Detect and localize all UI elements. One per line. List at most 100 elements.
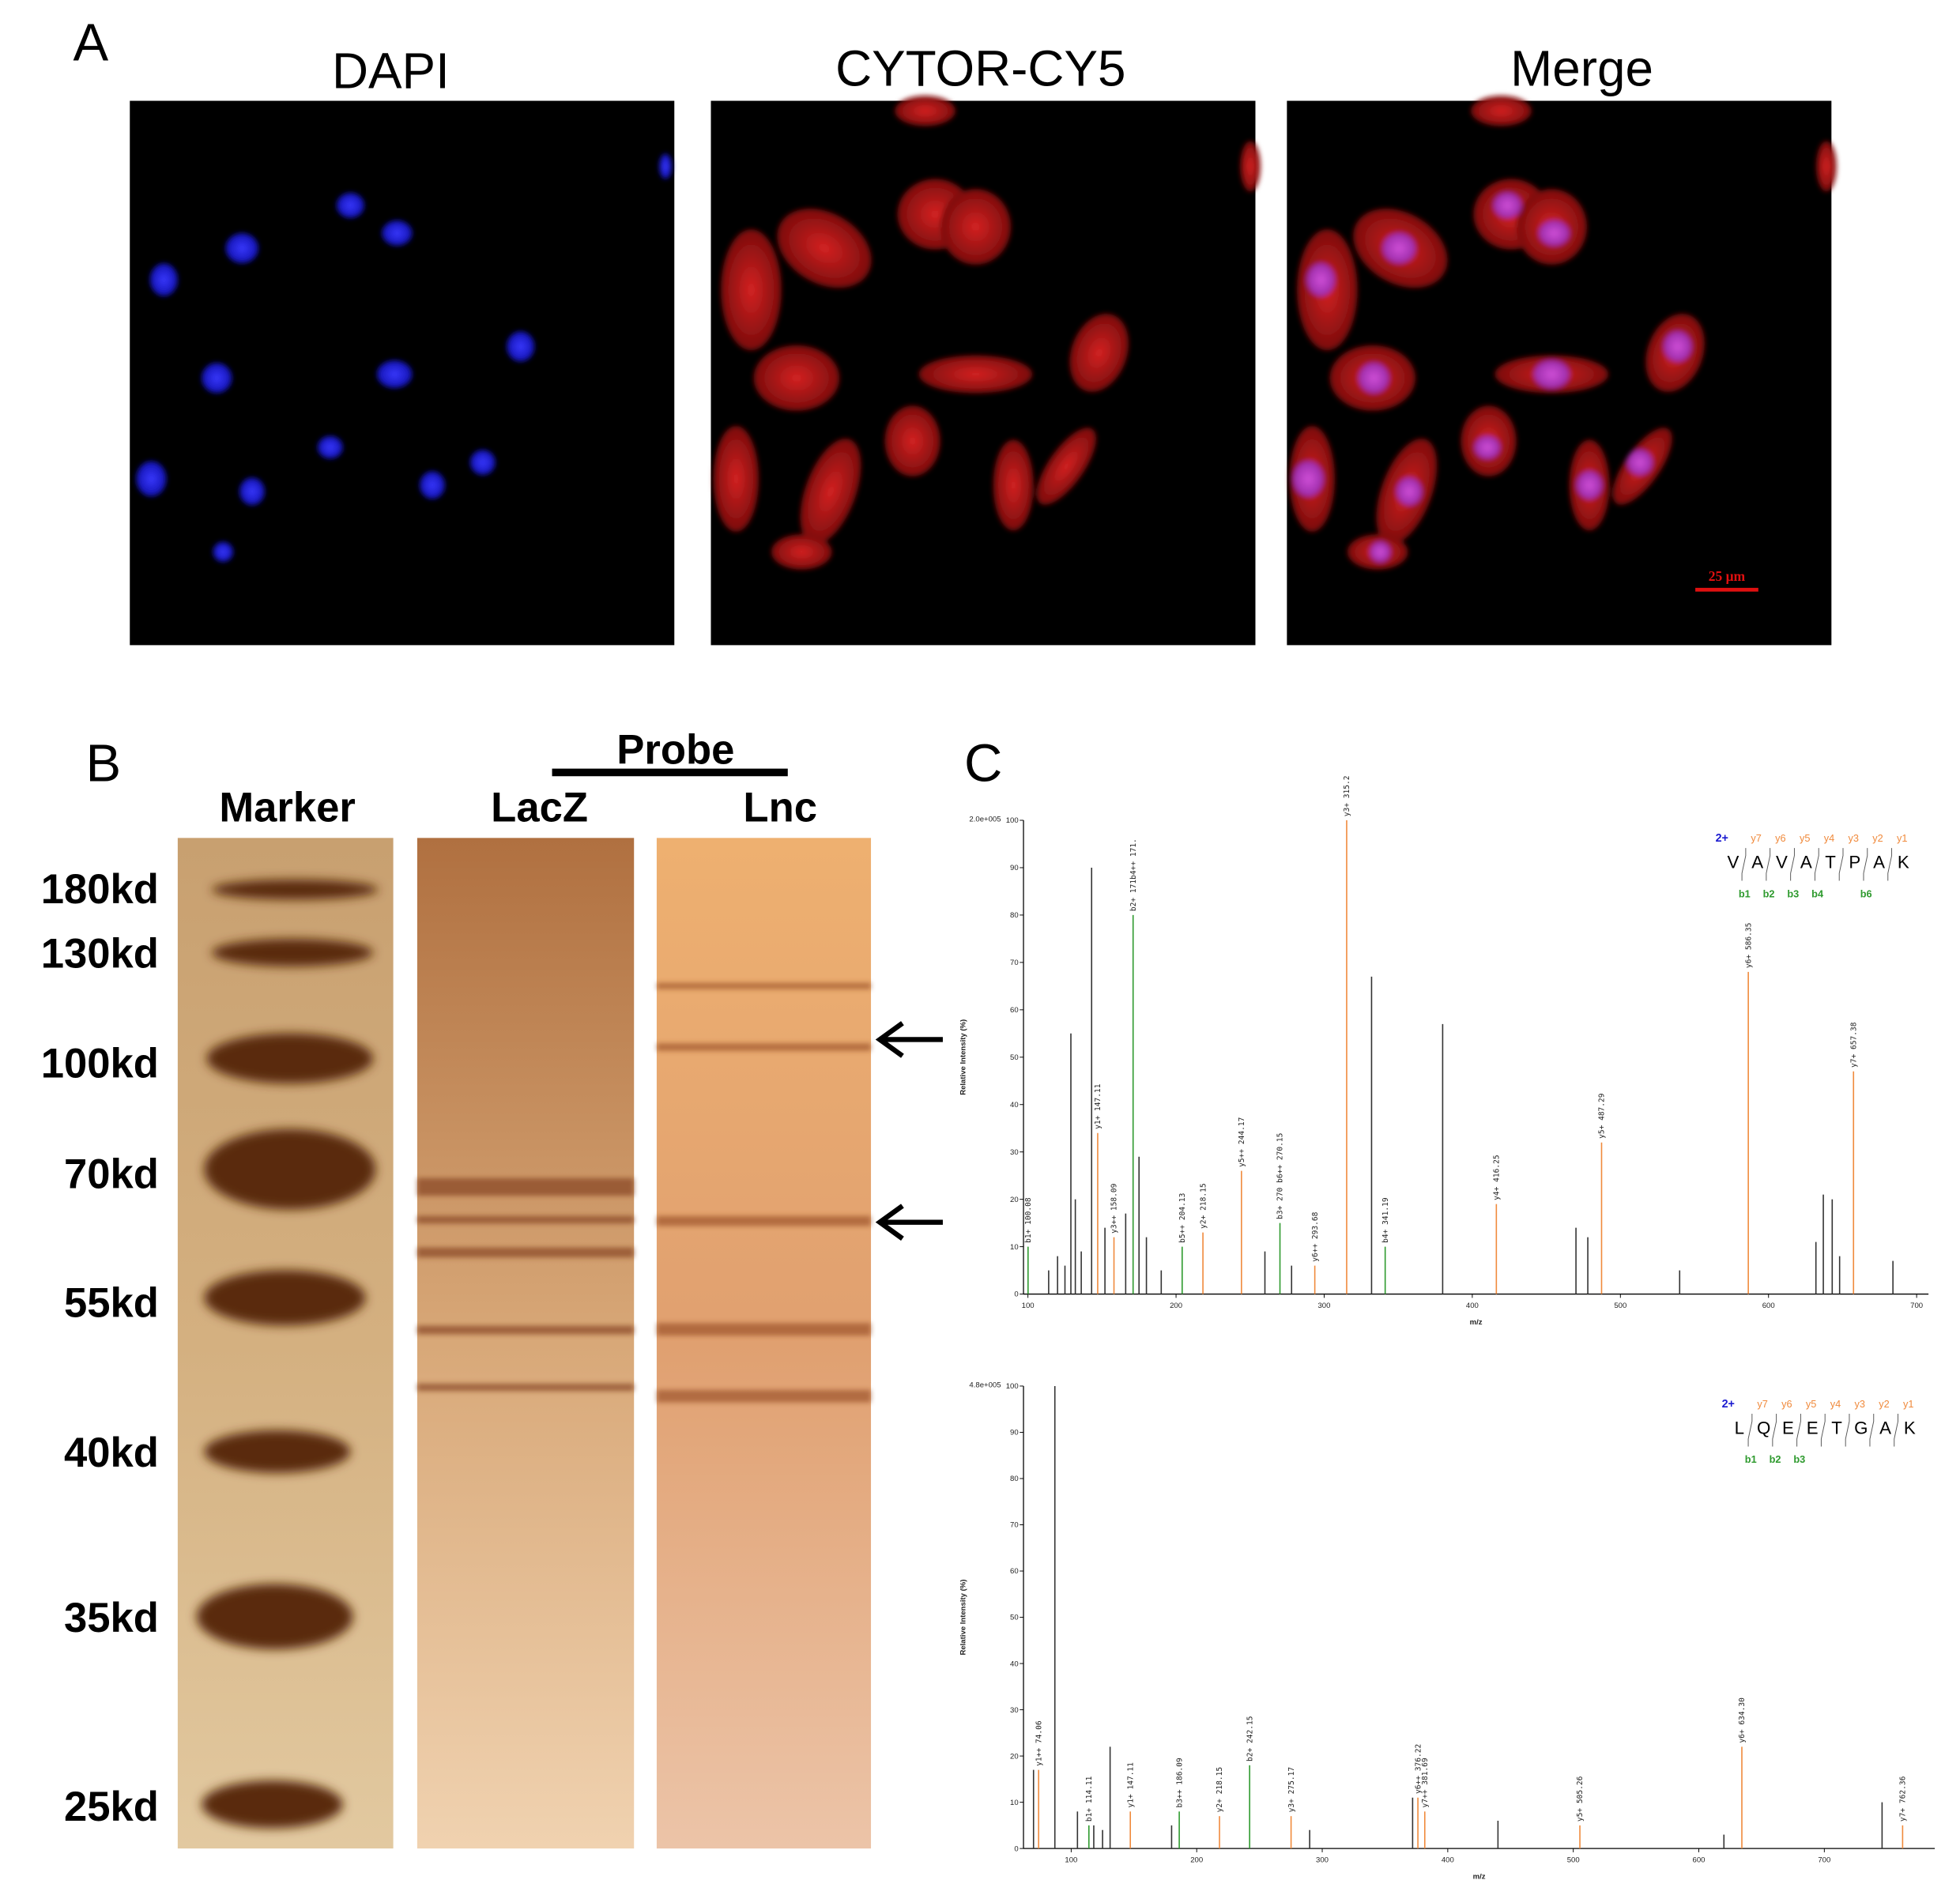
peak-label: y2+ 218.15 [1216,1767,1224,1812]
b-ion: b1 [1745,1453,1757,1465]
residue: K [1898,853,1909,872]
peak-label: y6+ 634.30 [1738,1697,1747,1743]
y-ion: y7 [1751,832,1761,844]
arrows [875,1021,943,1241]
peak-label: y1+ 147.11 [1094,1083,1102,1129]
peak-label: b2+ 242.15 [1246,1716,1254,1761]
cleavage-mark [1869,1414,1875,1447]
peak-label: b3++ 186.09 [1175,1758,1184,1807]
cleavage-mark [1796,1414,1801,1447]
peak-label: y3+ 315.2 [1343,776,1351,817]
y-ion: y2 [1879,1398,1889,1410]
y-tick-label: 70 [1010,1521,1019,1530]
y-ion: y6 [1781,1398,1792,1410]
size-marker: 35kd [64,1595,159,1641]
y-ion: y3 [1848,832,1858,844]
residue: V [1776,853,1788,872]
peak-label: y1++ 74.06 [1035,1720,1043,1766]
peak-label: y7+ 762.36 [1899,1776,1908,1822]
y-tick-label: 80 [1010,911,1019,920]
b-ion: b4 [1811,887,1824,899]
y-tick-label: 90 [1010,1429,1019,1437]
x-tick-label: 700 [1818,1856,1830,1865]
lane-label: LacZ [491,785,588,831]
x-tick-label: 400 [1442,1856,1454,1865]
size-marker: 25kd [64,1784,159,1830]
lacz-lane [416,838,635,1849]
x-tick-label: 100 [1022,1302,1035,1310]
cleavage-mark [1863,848,1868,881]
size-marker: 40kd [64,1430,159,1476]
lnc-lane [656,838,872,1849]
peak-label: y3++ 158.09 [1110,1183,1119,1233]
x-axis-label: m/z [1470,1318,1483,1327]
peak-label: b1+ 114.11 [1085,1776,1094,1822]
b-ion: b3 [1787,887,1799,899]
residue: T [1831,1418,1842,1438]
size-marker: 55kd [64,1279,159,1326]
residue: Q [1757,1418,1770,1438]
peak-label: y6++ 293.68 [1311,1211,1320,1261]
cleavage-mark [1772,1414,1777,1447]
y-ion: y5 [1806,1398,1816,1410]
peak-label: y5+ 505.26 [1576,1776,1585,1822]
y-ion: y7 [1757,1398,1767,1410]
residue: G [1854,1418,1868,1438]
y-tick-label: 0 [1014,1844,1018,1853]
x-tick-label: 200 [1190,1856,1203,1865]
y-tick-label: 90 [1010,864,1019,872]
spectrum: 0 10 20 30 40 50 60 70 80 90 100 100 200 300 400 500 600… [959,1381,1936,1880]
y-tick-label: 0 [1014,1290,1018,1299]
image-title: CYTOR-CY5 [835,40,1125,96]
lane-label: Marker [219,785,356,831]
marker-lane [177,838,394,1849]
b-ion: b2 [1763,887,1775,899]
cleavage-mark [1766,848,1771,881]
y-tick-label: 70 [1010,959,1019,967]
peak-label: b4+ 341.19 [1381,1197,1390,1243]
y-tick-label: 20 [1010,1752,1019,1761]
x-tick-label: 100 [1065,1856,1077,1865]
y-ion: y2 [1872,832,1883,844]
peak-label: y4+ 416.25 [1493,1155,1502,1200]
peak-label: y1+ 147.11 [1126,1762,1135,1808]
size-marker: 130kd [41,931,159,978]
peak-label: y7++ 381.69 [1421,1758,1430,1807]
x-tick-label: 500 [1567,1856,1580,1865]
charge: 2+ [1722,1398,1735,1411]
residue: L [1735,1418,1744,1438]
y-axis-label: Relative Intensity (%) [959,1580,968,1656]
residue: K [1904,1418,1916,1438]
y-ion: y6 [1775,832,1785,844]
b-ion: b2 [1770,1453,1781,1465]
panel-label: C [964,734,1002,793]
cleavage-mark [1790,848,1795,881]
panel-label: A [74,13,109,73]
b-ion: b3 [1793,1453,1805,1465]
y-tick-label: 40 [1010,1660,1019,1668]
residue: A [1800,853,1812,872]
y-tick-label: 50 [1010,1053,1019,1062]
probe-label: Probe [616,726,734,773]
b-ion: b1 [1739,887,1751,899]
cleavage-mark [1838,848,1844,881]
x-tick-label: 600 [1693,1856,1706,1865]
image-title: DAPI [332,43,450,100]
peak-label: y7+ 657.38 [1849,1022,1858,1068]
y-tick-label: 50 [1010,1614,1019,1622]
dapi-image [130,100,675,646]
cleavage-mark [1887,848,1893,881]
x-tick-label: 300 [1318,1302,1331,1310]
x-tick-label: 700 [1910,1302,1923,1310]
y-ion: y4 [1830,1398,1841,1410]
y-axis-label: Relative Intensity (%) [959,1019,968,1095]
y-tick-label: 80 [1010,1475,1019,1483]
scale-label: 2.0e+005 [969,816,1001,824]
y-tick-label: 60 [1010,1567,1019,1576]
peak-label: y5++ 244.17 [1238,1117,1246,1166]
y-ion: y1 [1903,1398,1913,1410]
scale-bar-label: 25 μm [1709,568,1746,584]
cy5-image [710,96,1261,646]
